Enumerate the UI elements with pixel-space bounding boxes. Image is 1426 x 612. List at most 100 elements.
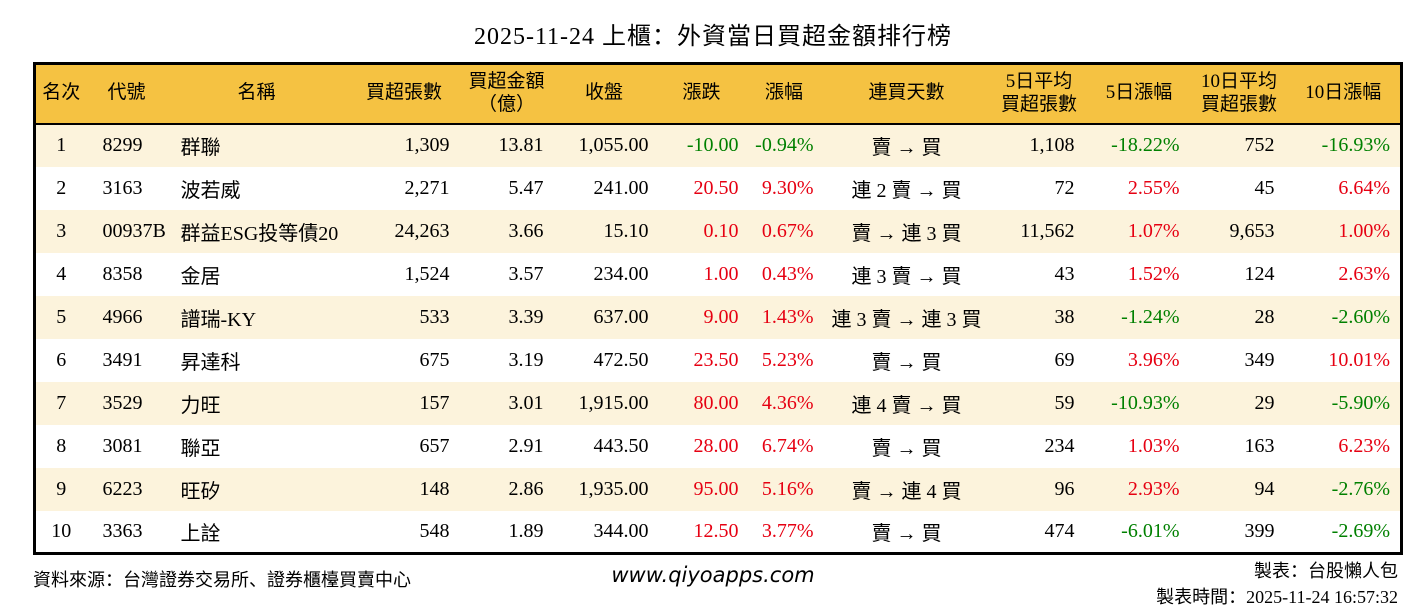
cell-avg5: 38 xyxy=(1054,305,1075,328)
cell-amount: 3.01 xyxy=(508,391,544,414)
cell-code: 4966 xyxy=(102,305,143,328)
cell-rank: 1 xyxy=(56,134,67,156)
cell-code: 8299 xyxy=(102,134,143,156)
cell-pct5: 1.03% xyxy=(1127,434,1180,457)
cell-lots: 1,309 xyxy=(404,134,450,156)
cell-change-pct: 0.43% xyxy=(761,262,814,285)
cell-close: 1,915.00 xyxy=(578,391,649,414)
cell-avg10: 349 xyxy=(1244,348,1275,371)
cell-pct10: -16.93% xyxy=(1321,134,1390,156)
generated-time-note: 製表時間：2025-11-24 16:57:32 xyxy=(1156,587,1398,607)
cell-streak: 連 4 賣 → 買 xyxy=(851,394,962,417)
cell-close: 241.00 xyxy=(593,176,649,199)
foreign-net-buy-ranking-table: 名次 代號 名稱 買超張數 買超金額 （億） 收盤 漲跌 漲幅 連買天數 5日平均 買超張數 5日漲… xyxy=(33,62,1403,555)
cell-close: 472.50 xyxy=(593,348,649,371)
table-row: 6 3491 昇達科 675 3.19 472.50 23.50 5.23% 賣 → 買 69 3.… xyxy=(34,338,1402,382)
cell-code: 3363 xyxy=(102,519,143,542)
table-header-row: 名次 代號 名稱 買超張數 買超金額 （億） 收盤 漲跌 漲幅 連買天數 5日平均 買超張數 5日漲… xyxy=(34,63,1402,124)
cell-avg5: 234 xyxy=(1044,434,1075,457)
cell-close: 344.00 xyxy=(593,519,649,542)
cell-amount: 1.89 xyxy=(508,519,544,542)
author-note: 製表：台股懶人包 xyxy=(1254,561,1398,581)
cell-close: 1,055.00 xyxy=(578,134,649,156)
cell-rank: 2 xyxy=(56,176,67,199)
cell-avg10: 9,653 xyxy=(1229,219,1275,242)
table-row: 2 3163 波若威 2,271 5.47 241.00 20.50 9.30% 連 2 賣 →… xyxy=(34,166,1402,210)
cell-avg5: 69 xyxy=(1054,348,1075,371)
cell-pct5: -6.01% xyxy=(1121,519,1180,542)
cell-avg10: 399 xyxy=(1244,519,1275,542)
cell-lots: 157 xyxy=(419,391,450,414)
cell-pct5: -1.24% xyxy=(1121,305,1180,328)
cell-pct10: 2.63% xyxy=(1338,262,1390,285)
cell-lots: 1,524 xyxy=(404,262,450,285)
column-header-amount: 買超金額 （億） xyxy=(468,70,545,115)
page-title: 2025-11-24 上櫃：外資當日買超金額排行榜 xyxy=(473,24,953,50)
cell-rank: 3 xyxy=(56,219,67,242)
cell-name: 聯亞 xyxy=(180,437,221,460)
cell-change-pct: 4.36% xyxy=(761,391,814,414)
cell-pct10: -5.90% xyxy=(1331,391,1390,414)
cell-code: 3081 xyxy=(102,434,143,457)
cell-name: 譜瑞-KY xyxy=(180,308,257,331)
cell-change-pct: 5.16% xyxy=(761,477,814,500)
cell-close: 443.50 xyxy=(593,434,649,457)
cell-rank: 10 xyxy=(51,519,72,542)
table-row: 10 3363 上詮 548 1.89 344.00 12.50 3.77% 賣 → 買 474 -… xyxy=(34,510,1402,554)
cell-streak: 連 2 賣 → 買 xyxy=(851,179,962,202)
column-header-rank: 名次 xyxy=(42,82,81,104)
cell-name: 昇達科 xyxy=(180,351,241,374)
cell-amount: 5.47 xyxy=(508,176,544,199)
cell-pct10: 1.00% xyxy=(1338,219,1390,242)
table-row: 5 4966 譜瑞-KY 533 3.39 637.00 9.00 1.43% 連 3 賣 → … xyxy=(34,295,1402,339)
table-row: 8 3081 聯亞 657 2.91 443.50 28.00 6.74% 賣 → 買 234 1.… xyxy=(34,424,1402,468)
cell-streak: 連 3 賣 → 買 xyxy=(851,265,962,288)
cell-pct5: -18.22% xyxy=(1111,134,1180,156)
cell-change: 1.00 xyxy=(703,262,739,285)
cell-avg5: 72 xyxy=(1054,176,1075,199)
cell-change: 0.10 xyxy=(703,219,739,242)
table-row: 3 00937B 群益ESG投等債20 24,263 3.66 15.10 0.10 0.67… xyxy=(34,209,1402,253)
cell-code: 6223 xyxy=(102,477,143,500)
cell-change: 12.50 xyxy=(693,519,739,542)
cell-name: 金居 xyxy=(180,265,221,288)
cell-pct5: 1.07% xyxy=(1127,219,1180,242)
cell-code: 3163 xyxy=(102,176,143,199)
column-header-avg5: 5日平均 買超張數 xyxy=(1000,70,1077,115)
cell-pct10: 6.23% xyxy=(1338,434,1390,457)
cell-close: 15.10 xyxy=(603,219,649,242)
cell-change: 95.00 xyxy=(693,477,739,500)
cell-code: 3529 xyxy=(102,391,143,414)
cell-pct10: -2.69% xyxy=(1331,519,1390,542)
cell-avg10: 45 xyxy=(1254,176,1275,199)
cell-pct10: -2.60% xyxy=(1331,305,1390,328)
cell-streak: 賣 → 買 xyxy=(871,522,942,545)
cell-change: 80.00 xyxy=(693,391,739,414)
cell-avg5: 474 xyxy=(1044,519,1075,542)
column-header-name: 名稱 xyxy=(237,82,276,104)
cell-pct10: 10.01% xyxy=(1328,348,1390,371)
cell-change-pct: 3.77% xyxy=(761,519,814,542)
cell-name: 上詮 xyxy=(180,522,221,545)
cell-avg10: 28 xyxy=(1254,305,1275,328)
cell-pct5: 2.93% xyxy=(1127,477,1180,500)
column-header-change: 漲跌 xyxy=(682,82,721,104)
column-header-pct10: 10日漲幅 xyxy=(1305,82,1382,104)
cell-lots: 533 xyxy=(419,305,450,328)
cell-streak: 賣 → 買 xyxy=(871,351,942,374)
cell-lots: 657 xyxy=(419,434,450,457)
table-row: 7 3529 力旺 157 3.01 1,915.00 80.00 4.36% 連 4 賣 → … xyxy=(34,381,1402,425)
cell-streak: 賣 → 買 xyxy=(871,137,942,159)
cell-name: 群益ESG投等債20 xyxy=(180,222,339,245)
cell-name: 力旺 xyxy=(180,394,221,417)
cell-amount: 3.57 xyxy=(508,262,544,285)
cell-rank: 9 xyxy=(56,477,67,500)
cell-code: 00937B xyxy=(102,219,166,242)
column-header-streak: 連買天數 xyxy=(868,82,945,104)
cell-avg10: 752 xyxy=(1244,134,1275,156)
table-row: 9 6223 旺矽 148 2.86 1,935.00 95.00 5.16% 賣 → 連 4 … xyxy=(34,467,1402,511)
cell-pct5: 2.55% xyxy=(1127,176,1180,199)
cell-streak: 賣 → 連 3 買 xyxy=(851,222,962,245)
cell-avg5: 43 xyxy=(1054,262,1075,285)
cell-pct10: 6.64% xyxy=(1338,176,1390,199)
